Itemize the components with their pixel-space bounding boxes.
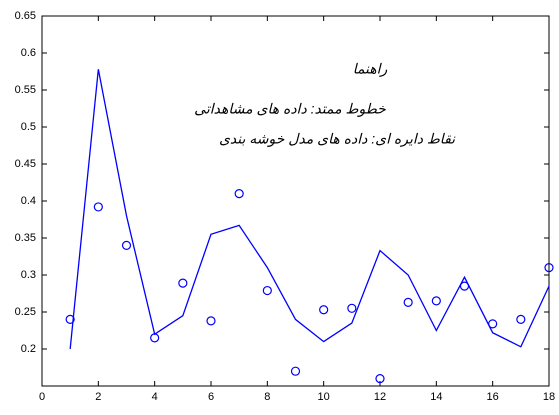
y-tick-label: 0.5 <box>21 121 36 133</box>
y-tick-label: 0.2 <box>21 343 36 355</box>
data-point <box>65 314 75 324</box>
y-tick-label: 0.25 <box>15 306 36 318</box>
data-point <box>178 278 188 288</box>
x-tick-label: 14 <box>430 391 442 403</box>
annotation: نقاط دایره ای: داده های مدل خوشه بندی <box>219 131 456 148</box>
data-point <box>431 296 441 306</box>
x-tick-label: 12 <box>374 391 386 403</box>
y-tick-label: 0.6 <box>21 47 36 59</box>
data-point <box>290 366 301 376</box>
data-line <box>69 69 550 350</box>
y-tick-label: 0.35 <box>15 232 36 244</box>
x-tick-label: 8 <box>264 391 270 403</box>
annotation: خطوط ممتد: داده های مشاهداتی <box>194 101 386 118</box>
x-tick-label: 4 <box>152 391 158 403</box>
data-point <box>150 333 160 343</box>
data-point <box>121 240 132 250</box>
data-point <box>488 319 498 329</box>
x-tick-label: 10 <box>318 391 330 403</box>
annotation: راهنما <box>353 61 388 78</box>
y-tick-label: 0.4 <box>21 195 36 207</box>
data-point <box>544 263 554 273</box>
data-point <box>319 305 329 315</box>
data-point <box>234 189 244 199</box>
data-point <box>375 374 385 384</box>
x-tick-label: 2 <box>95 391 101 403</box>
data-point <box>347 303 357 313</box>
y-tick-label: 0.3 <box>21 269 36 281</box>
data-point <box>206 316 216 326</box>
y-tick-label: 0.65 <box>15 10 36 22</box>
y-tick-label: 0.45 <box>15 158 36 170</box>
x-tick-label: 6 <box>208 391 214 403</box>
data-point <box>93 202 103 212</box>
data-point <box>403 297 413 307</box>
x-tick-label: 18 <box>543 391 555 403</box>
y-tick-label: 0.55 <box>15 84 36 96</box>
data-point <box>516 314 526 324</box>
data-point <box>459 281 470 291</box>
x-tick-label: 0 <box>39 391 45 403</box>
x-tick-label: 16 <box>487 391 499 403</box>
plot-frame <box>41 15 550 387</box>
data-point <box>262 285 272 296</box>
